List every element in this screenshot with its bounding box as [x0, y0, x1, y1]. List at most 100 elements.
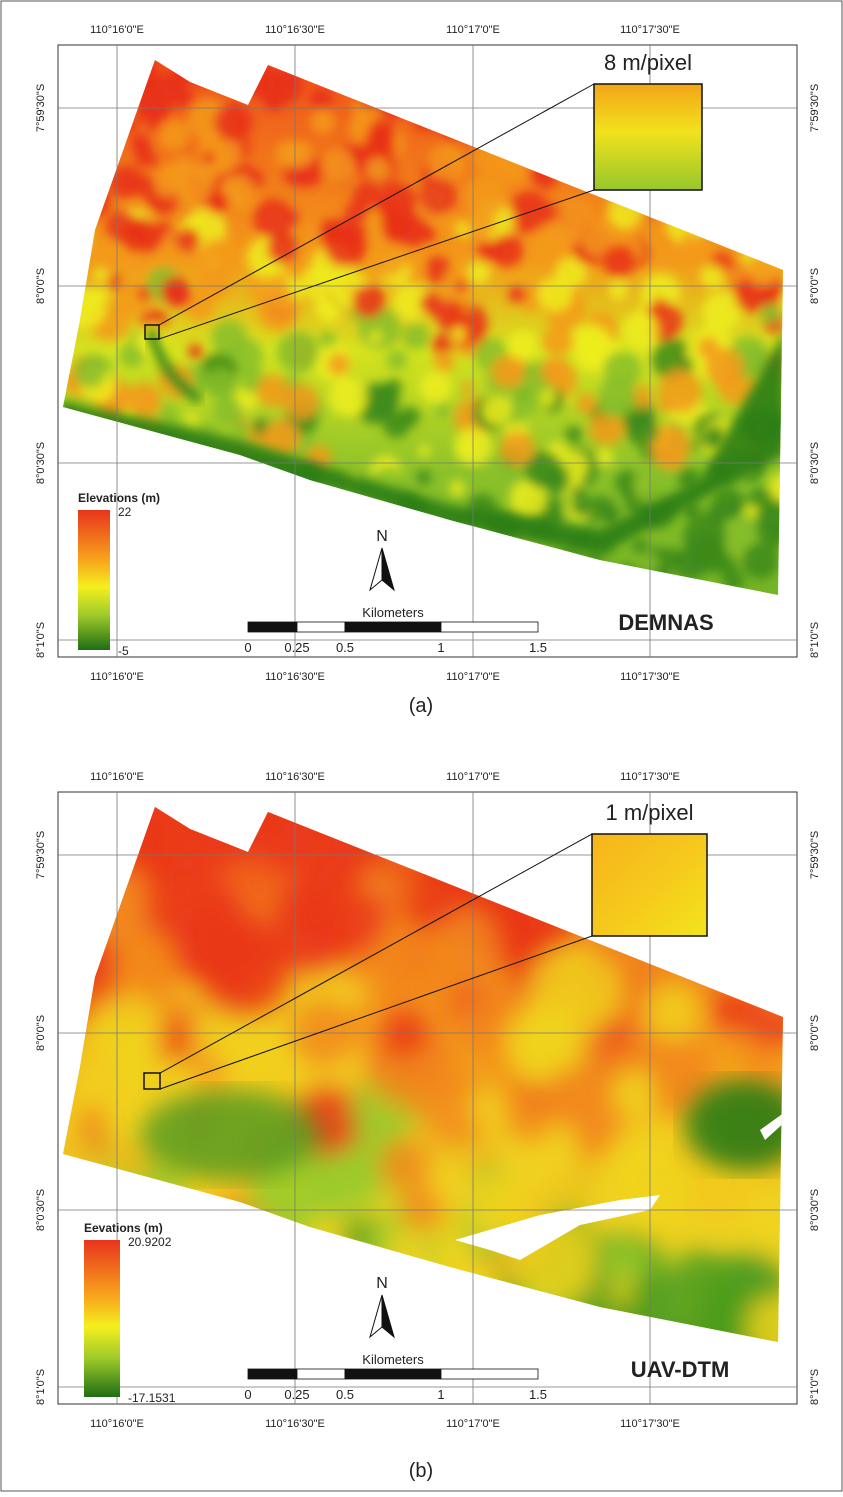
terrain-blob	[571, 495, 593, 517]
terrain-blob	[726, 266, 744, 284]
terrain-blob	[213, 397, 243, 427]
lon-label: 110°17'30"E	[620, 24, 680, 36]
terrain-blob	[435, 403, 451, 419]
lat-label: 8°1'0"S	[35, 1369, 47, 1405]
scale-segment	[297, 1369, 345, 1379]
terrain-blob	[401, 876, 456, 931]
lat-label: 8°1'0"S	[809, 1369, 821, 1405]
terrain-blob	[275, 140, 303, 168]
lon-label: 110°16'0"E	[90, 671, 144, 683]
terrain-blob	[622, 312, 658, 348]
terrain-blob	[611, 1071, 656, 1116]
inset-image	[592, 834, 707, 936]
scale-tick: 1	[437, 1387, 444, 1402]
terrain-blob	[608, 280, 628, 300]
terrain-blob	[705, 504, 728, 527]
terrain-blob	[383, 412, 410, 439]
terrain-blob	[451, 327, 466, 342]
map-panel: 110°16'0"E110°16'0"E110°16'30"E110°16'30…	[35, 24, 821, 717]
terrain-blob	[625, 413, 659, 447]
dataset-name: DEMNAS	[618, 610, 713, 635]
terrain-blob	[542, 325, 574, 357]
terrain-blob	[543, 1067, 601, 1125]
terrain-blob	[314, 298, 335, 319]
low-area	[140, 1090, 320, 1180]
terrain-blob	[400, 1186, 445, 1231]
lat-label: 7°59'30"S	[35, 84, 47, 132]
lon-label: 110°16'0"E	[90, 771, 144, 783]
terrain-blob	[378, 1138, 432, 1192]
terrain-blob	[491, 355, 524, 388]
terrain-blob	[596, 1138, 692, 1234]
terrain-blob	[257, 290, 299, 332]
lat-label: 8°1'0"S	[809, 622, 821, 658]
terrain-blob	[416, 470, 432, 486]
terrain-blob	[410, 263, 427, 280]
terrain-blob	[418, 445, 430, 457]
lon-label: 110°17'0"E	[446, 1418, 500, 1430]
legend-title: Eevations (m)	[84, 1221, 163, 1235]
terrain-blob	[658, 369, 702, 413]
lat-label: 8°0'0"S	[809, 268, 821, 304]
lon-label: 110°16'30"E	[265, 1418, 325, 1430]
lon-label: 110°17'0"E	[446, 771, 500, 783]
terrain-blob	[500, 431, 535, 466]
lat-label: 8°0'30"S	[809, 442, 821, 484]
inset-image	[594, 84, 702, 190]
terrain-blob	[420, 292, 443, 315]
lat-label: 7°59'30"S	[809, 84, 821, 132]
terrain-blob	[138, 392, 154, 408]
panel-caption: (b)	[409, 1460, 433, 1482]
terrain-blob	[449, 481, 465, 497]
terrain-blob	[327, 353, 350, 376]
figure: 110°16'0"E110°16'0"E110°16'30"E110°16'30…	[0, 0, 843, 1492]
terrain-blob	[632, 539, 648, 555]
terrain-blob	[712, 999, 744, 1031]
terrain-blob	[428, 145, 466, 183]
terrain-blob	[185, 413, 197, 425]
scale-segment	[297, 622, 345, 632]
scale-tick: 0	[244, 640, 251, 655]
terrain-blob	[160, 404, 177, 421]
terrain-blob	[175, 227, 200, 252]
panel-caption: (a)	[409, 695, 433, 717]
terrain-blob	[350, 144, 367, 161]
terrain-blob	[306, 850, 341, 885]
map-panel: 110°16'0"E110°16'0"E110°16'30"E110°16'30…	[34, 754, 826, 1482]
scale-tick: 0.5	[336, 1387, 354, 1402]
terrain-blob	[576, 393, 596, 413]
north-label: N	[376, 528, 388, 545]
terrain-blob	[267, 233, 298, 264]
lon-label: 110°16'0"E	[90, 1418, 144, 1430]
terrain-blob	[310, 88, 333, 111]
terrain-blob	[386, 349, 407, 370]
terrain-blob	[661, 253, 674, 266]
lat-label: 8°0'0"S	[35, 268, 47, 304]
terrain-blob	[670, 549, 685, 564]
terrain-blob	[109, 258, 125, 274]
terrain-blob	[94, 268, 108, 282]
legend-ramp	[84, 1240, 120, 1397]
terrain-blob	[549, 214, 583, 248]
scale-tick: 0.25	[284, 1387, 309, 1402]
terrain-blob	[88, 993, 164, 1069]
terrain-blob	[206, 191, 229, 214]
terrain-blob	[157, 119, 189, 151]
terrain-blob	[565, 426, 582, 443]
scale-segment	[248, 1369, 297, 1379]
terrain-blob	[128, 252, 149, 273]
terrain-blob	[541, 359, 566, 384]
terrain-blob	[381, 1010, 429, 1058]
lat-label: 8°0'30"S	[809, 1189, 821, 1231]
terrain-blob	[382, 212, 414, 244]
lat-label: 7°59'30"S	[35, 831, 47, 879]
lon-label: 110°17'30"E	[620, 771, 680, 783]
terrain-blob	[122, 217, 160, 255]
terrain-blob	[205, 267, 233, 295]
scale-tick: 0.25	[284, 640, 309, 655]
legend-min: -5	[118, 644, 129, 658]
terrain-blob	[605, 508, 619, 522]
terrain-blob	[597, 449, 614, 466]
scale-segment	[441, 622, 538, 632]
terrain-blob	[491, 234, 524, 267]
